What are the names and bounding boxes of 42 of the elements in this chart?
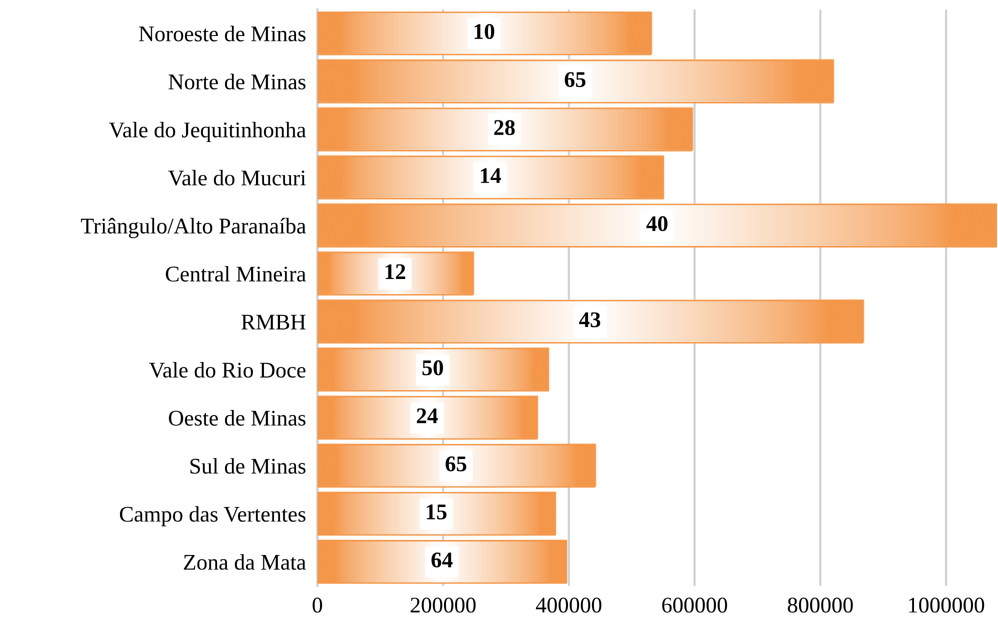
y-tick-label: Zona da Mata xyxy=(184,554,306,570)
annotation: 65 xyxy=(446,456,466,472)
y-tick-label: RMBH xyxy=(241,314,306,330)
x-tick-label: 0 xyxy=(312,598,322,613)
y-tick-label: Norte de Minas xyxy=(168,74,306,90)
annotation: 10 xyxy=(474,24,494,40)
annotation: 43 xyxy=(579,312,600,328)
bar xyxy=(317,492,556,536)
bar xyxy=(317,348,549,392)
annotation: 50 xyxy=(422,360,443,376)
bar xyxy=(317,108,692,152)
y-tick-label: Vale do Jequitinhonha xyxy=(109,122,306,142)
x-tick-label: 1000000 xyxy=(909,598,984,613)
bar xyxy=(317,444,596,488)
y-tick-label: Triângulo/Alto Paranaíba xyxy=(80,218,306,238)
annotation: 24 xyxy=(416,408,438,424)
x-tick-label: 600000 xyxy=(662,598,728,613)
y-tick-label: Vale do Rio Doce xyxy=(149,362,306,378)
annotation: 65 xyxy=(564,72,586,88)
annotation: 40 xyxy=(646,216,668,232)
y-tick-label: Noroeste de Minas xyxy=(139,26,306,42)
bar xyxy=(317,252,474,296)
y-tick-label: Campo das Vertentes xyxy=(120,506,306,526)
y-tick-label: Sul de Minas xyxy=(190,458,306,474)
annotation: 64 xyxy=(432,552,453,568)
y-tick-label: Central Mineira xyxy=(166,266,306,282)
x-tick-label: 200000 xyxy=(410,598,476,613)
y-tick-label: Vale do Mucuri xyxy=(168,170,306,186)
bar xyxy=(317,300,864,344)
bar xyxy=(317,12,652,56)
annotation: 28 xyxy=(494,120,515,136)
bar xyxy=(317,396,538,440)
bar xyxy=(317,60,834,104)
annotation: 14 xyxy=(480,168,501,183)
annotation: 15 xyxy=(426,504,446,520)
x-tick-label: 800000 xyxy=(788,598,853,613)
y-tick-label: Oeste de Minas xyxy=(168,410,306,426)
bar xyxy=(317,204,997,248)
bar xyxy=(317,156,664,200)
bar xyxy=(317,540,568,584)
annotation: 12 xyxy=(386,264,406,279)
x-tick-label: 400000 xyxy=(536,598,602,613)
